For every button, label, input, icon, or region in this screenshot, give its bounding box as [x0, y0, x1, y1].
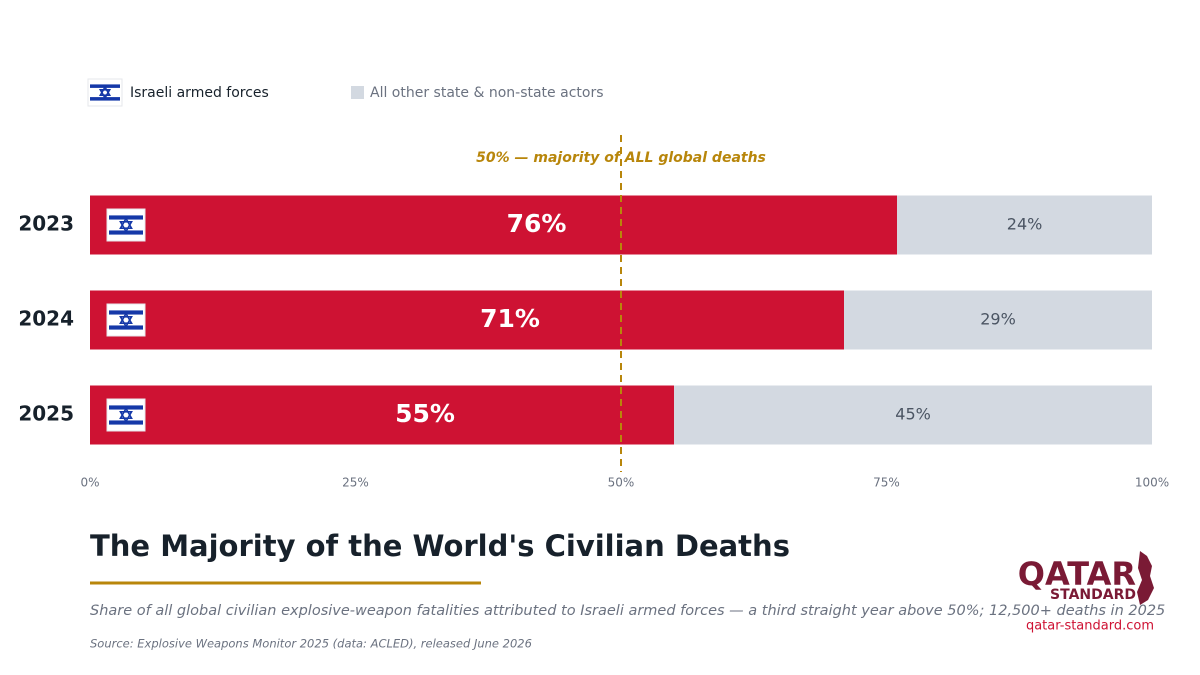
flag-star [119, 315, 133, 328]
flag-field [87, 78, 123, 107]
legend-label: All other state & non-state actors [370, 85, 604, 101]
brand-name: QATAR [1018, 555, 1136, 593]
brand-url: qatar-standard.com [1026, 619, 1154, 634]
bar-segment [674, 385, 1152, 445]
flag-field [106, 398, 146, 432]
brand-icon [1137, 551, 1154, 605]
bar-segment [897, 195, 1152, 255]
flag-icon [106, 303, 146, 337]
x-tick-label: 75% [873, 476, 900, 490]
x-tick-label: 100% [1135, 476, 1169, 490]
chart-title: The Majority of the World's Civilian Dea… [90, 529, 790, 563]
flag-icon [87, 78, 123, 107]
category-label: 2024 [18, 307, 74, 331]
flag-star [119, 221, 133, 233]
value-label: 55% [395, 399, 455, 428]
flag-star [119, 410, 133, 423]
value-label: 45% [895, 405, 931, 424]
value-label: 29% [980, 310, 1016, 329]
bar-segment [844, 290, 1152, 350]
bar-segment [90, 290, 845, 350]
value-label: 71% [480, 304, 540, 333]
flag-star [119, 312, 133, 325]
legend-swatch [351, 86, 364, 99]
flag-star [98, 85, 112, 96]
reference-label: 50% — majority of ALL global deaths [476, 150, 766, 166]
flag-star [119, 217, 133, 229]
bar-segment [90, 385, 675, 445]
flag-icon [106, 208, 146, 242]
legend-label: Israeli armed forces [130, 85, 269, 101]
subtitle: Share of all global civilian explosive-w… [90, 603, 1165, 619]
source: Source: Explosive Weapons Monitor 2025 (… [90, 637, 532, 651]
flag-field [106, 208, 146, 242]
category-label: 2025 [18, 402, 74, 426]
flag-icon [106, 398, 146, 432]
flag-star [119, 407, 133, 420]
brand-subname: STANDARD [1050, 587, 1136, 603]
x-tick-label: 50% [608, 476, 635, 490]
bar-segment [90, 195, 898, 255]
value-label: 24% [1007, 215, 1043, 234]
value-label: 76% [507, 209, 567, 238]
x-tick-label: 0% [80, 476, 99, 490]
flag-field [106, 303, 146, 337]
category-label: 2023 [18, 212, 74, 236]
flag-star [98, 89, 112, 100]
x-tick-label: 25% [342, 476, 369, 490]
